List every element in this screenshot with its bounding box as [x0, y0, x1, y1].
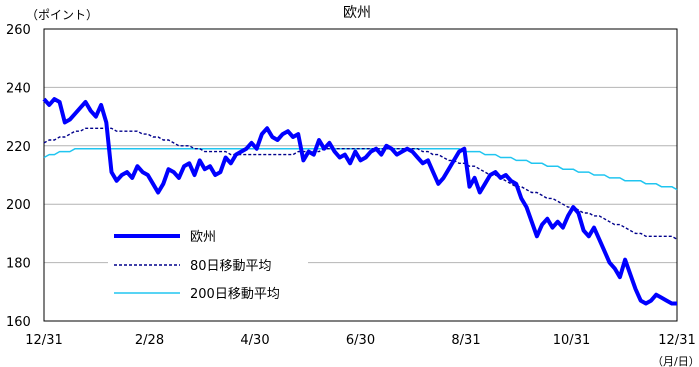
chart-title: 欧州 [343, 5, 371, 21]
series-line-0 [42, 97, 677, 306]
y-tick-label: 200 [6, 198, 31, 213]
plot-area [43, 28, 678, 322]
legend-label: 80日移動平均 [190, 259, 272, 274]
y-axis-label: （ポイント） [26, 8, 98, 22]
x-tick-label: 8/31 [451, 333, 480, 348]
x-axis-label: （月/日） [652, 355, 699, 367]
grid-lines [44, 86, 677, 264]
y-tick-label: 260 [6, 23, 31, 38]
y-tick-label: 220 [6, 140, 31, 155]
y-axis-ticks: 160 180 200 220 240 260 [6, 23, 31, 330]
y-tick-label: 160 [6, 315, 31, 330]
x-axis-ticks: 12/31 2/28 4/30 6/30 8/31 10/31 12/31 [25, 333, 695, 348]
legend: 欧州 80日移動平均 200日移動平均 [108, 222, 308, 302]
x-tick-label: 4/30 [240, 333, 269, 348]
x-tick-label: 10/31 [553, 333, 590, 348]
x-tick-label: 6/30 [346, 333, 375, 348]
series-line-2 [43, 147, 678, 191]
x-tick-label: 2/28 [135, 333, 164, 348]
x-tick-label: 12/31 [25, 333, 62, 348]
legend-label: 200日移動平均 [190, 287, 280, 302]
series-lines [42, 97, 678, 306]
x-tick-label: 12/31 [658, 333, 695, 348]
y-tick-label: 240 [6, 81, 31, 96]
legend-label: 欧州 [190, 230, 216, 245]
y-tick-label: 180 [6, 257, 31, 272]
